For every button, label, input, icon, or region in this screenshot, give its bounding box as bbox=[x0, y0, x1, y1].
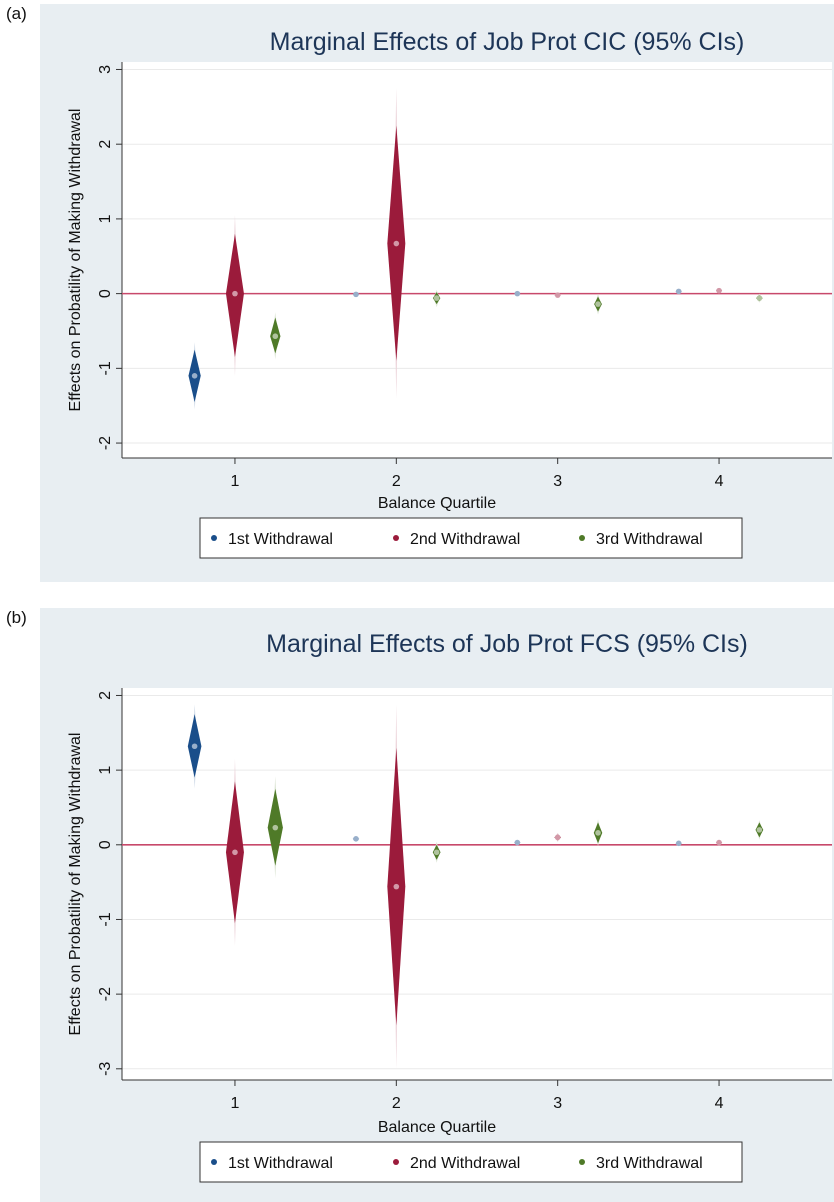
point-estimate bbox=[514, 290, 521, 297]
x-axis-label: Balance Quartile bbox=[378, 495, 496, 512]
legend-label: 1st Withdrawal bbox=[228, 1155, 333, 1172]
point-estimate bbox=[433, 295, 440, 301]
point-estimate bbox=[554, 834, 561, 841]
y-axis-label: Effects on Probatility of Making Withdra… bbox=[67, 733, 84, 1036]
point-estimate bbox=[272, 824, 279, 831]
x-tick-label: 4 bbox=[715, 1095, 724, 1112]
legend-label: 3rd Withdrawal bbox=[596, 1155, 703, 1172]
point-estimate bbox=[232, 849, 238, 856]
point-estimate bbox=[756, 827, 763, 833]
x-tick-label: 3 bbox=[553, 473, 562, 490]
chart-title: Marginal Effects of Job Prot CIC (95% CI… bbox=[270, 28, 745, 56]
y-tick-label: -1 bbox=[97, 361, 114, 375]
x-tick-label: 4 bbox=[715, 473, 724, 490]
y-tick-label: 0 bbox=[97, 840, 114, 849]
x-tick-label: 2 bbox=[392, 1095, 401, 1112]
legend-marker bbox=[579, 1159, 585, 1165]
chart-panel-b: Marginal Effects of Job Prot FCS (95% CI… bbox=[40, 608, 834, 1202]
point-estimate bbox=[393, 883, 400, 890]
point-estimate bbox=[191, 743, 198, 750]
point-estimate bbox=[514, 839, 521, 846]
x-tick-label: 3 bbox=[553, 1095, 562, 1112]
legend-label: 2nd Withdrawal bbox=[410, 531, 520, 548]
legend-box bbox=[199, 517, 743, 559]
chart-title: Marginal Effects of Job Prot FCS (95% CI… bbox=[266, 630, 748, 658]
point-estimate bbox=[191, 373, 198, 379]
x-tick-label: 1 bbox=[231, 1095, 240, 1112]
legend-marker bbox=[393, 535, 399, 541]
legend-label: 1st Withdrawal bbox=[228, 531, 333, 548]
point-estimate bbox=[595, 830, 601, 836]
legend-label: 2nd Withdrawal bbox=[410, 1155, 520, 1172]
legend-marker bbox=[211, 1159, 217, 1165]
y-tick-label: -1 bbox=[97, 912, 114, 926]
y-tick-label: 2 bbox=[97, 691, 114, 700]
y-axis-label: Effects on Probatility of Making Withdra… bbox=[67, 109, 84, 412]
y-tick-label: 3 bbox=[97, 65, 114, 74]
y-tick-label: 1 bbox=[97, 766, 114, 775]
y-tick-label: 2 bbox=[97, 140, 114, 149]
chart-b: Marginal Effects of Job Prot FCS (95% CI… bbox=[67, 630, 832, 1183]
point-estimate bbox=[595, 301, 601, 307]
y-tick-label: 1 bbox=[97, 214, 114, 223]
point-estimate bbox=[433, 849, 440, 856]
legend-marker bbox=[211, 535, 217, 541]
y-tick-label: -3 bbox=[97, 1062, 114, 1076]
point-estimate bbox=[353, 836, 359, 842]
point-estimate bbox=[675, 840, 682, 847]
y-tick-label: -2 bbox=[97, 436, 114, 450]
legend-label: 3rd Withdrawal bbox=[596, 531, 703, 548]
chart-a: Marginal Effects of Job Prot CIC (95% CI… bbox=[67, 28, 832, 559]
point-estimate bbox=[716, 839, 722, 846]
plot-area bbox=[122, 688, 832, 1080]
point-estimate bbox=[554, 292, 561, 298]
point-estimate bbox=[716, 287, 722, 294]
plot-area bbox=[122, 62, 832, 458]
y-tick-label: -2 bbox=[97, 987, 114, 1001]
x-tick-label: 2 bbox=[392, 473, 401, 490]
point-estimate bbox=[353, 291, 359, 298]
point-estimate bbox=[272, 333, 279, 340]
panel-label-a: (a) bbox=[6, 4, 27, 23]
point-estimate bbox=[675, 288, 682, 295]
y-tick-label: 0 bbox=[97, 289, 114, 298]
legend-marker bbox=[579, 535, 585, 541]
x-tick-label: 1 bbox=[231, 473, 240, 490]
legend-box bbox=[199, 1141, 743, 1183]
legend-marker bbox=[393, 1159, 399, 1165]
point-estimate bbox=[232, 290, 238, 297]
x-axis-label: Balance Quartile bbox=[378, 1119, 496, 1136]
point-estimate bbox=[393, 240, 400, 247]
chart-panel-a: Marginal Effects of Job Prot CIC (95% CI… bbox=[40, 4, 834, 582]
point-estimate bbox=[756, 295, 763, 301]
panel-label-b: (b) bbox=[6, 608, 27, 627]
